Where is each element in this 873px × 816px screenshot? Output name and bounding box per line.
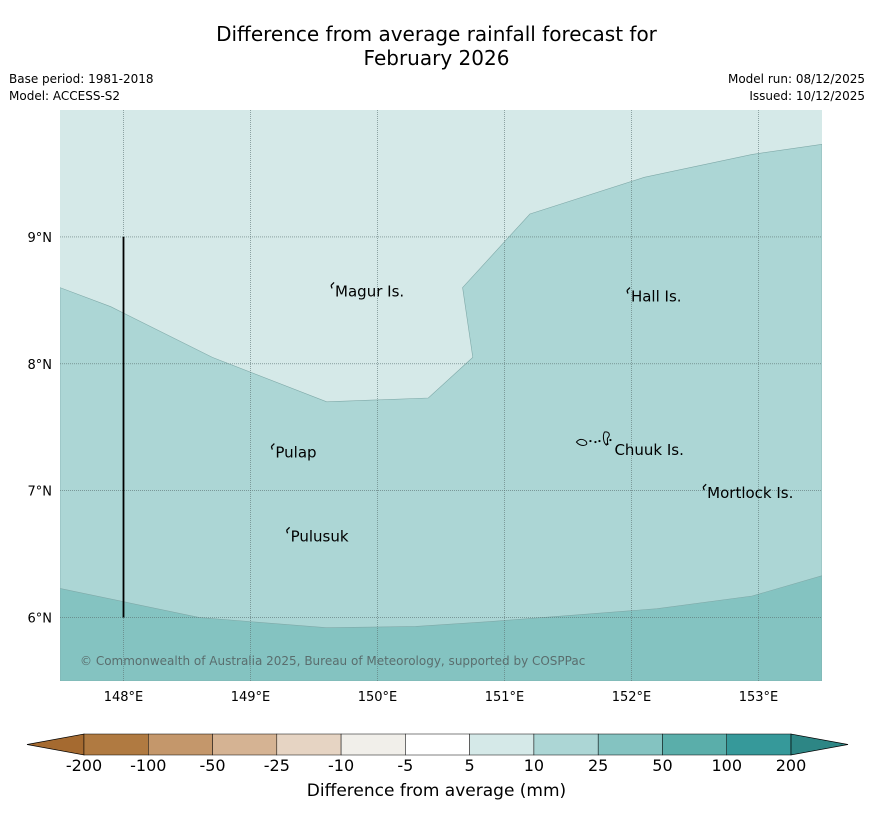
- graticule: [60, 110, 822, 681]
- colorbar-extend-low: [26, 733, 85, 756]
- colorbar-box: [469, 733, 535, 756]
- colorbar-tick-label: 10: [524, 756, 544, 775]
- axis-ticks: 148°E 149°E 150°E 151°E 152°E 153°E 9°N 8°N 7°N 6…: [28, 231, 779, 705]
- colorbar-tick-label: 5: [465, 756, 475, 775]
- island-label-mortlock-is: Mortlock Is.: [707, 484, 793, 502]
- colorbar-box: [276, 733, 342, 756]
- colorbar-box: [83, 733, 149, 756]
- colorbar-box: [597, 733, 663, 756]
- island-label-pulap: Pulap: [275, 444, 316, 462]
- island-shape: [330, 281, 335, 289]
- base-period-text: Base period: 1981-2018: [9, 72, 154, 86]
- colorbar: -200 -100 -50 -25 -10 -5 5 10 25 50 100 200: [26, 733, 849, 775]
- colorbar-tick-label: 200: [776, 756, 807, 775]
- colorbar-box: [662, 733, 727, 756]
- colorbar-box: [533, 733, 599, 756]
- title-line-1: Difference from average rainfall forecas…: [216, 22, 657, 46]
- colorbar-tick-label: 100: [711, 756, 742, 775]
- lon-tick-label: 152°E: [612, 690, 652, 705]
- island-shape: [270, 443, 275, 450]
- island-label-pulusuk: Pulusuk: [291, 527, 349, 545]
- colorbar-box: [212, 733, 278, 756]
- lon-tick-label: 150°E: [358, 690, 398, 705]
- lon-tick-label: 149°E: [231, 690, 271, 705]
- colorbar-extend-high: [790, 733, 849, 756]
- colorbar-tick-label: 25: [588, 756, 608, 775]
- model-run-text: Model run: 08/12/2025: [727, 72, 865, 86]
- colorbar-tick-label: -100: [130, 756, 166, 775]
- lon-tick-label: 151°E: [485, 690, 525, 705]
- colorbar-tick-label: -25: [264, 756, 290, 775]
- lat-tick-label: 8°N: [28, 358, 53, 373]
- colorbar-box: [340, 733, 406, 756]
- colorbar-box: [726, 733, 792, 756]
- lat-tick-label: 7°N: [28, 485, 53, 500]
- lat-tick-label: 9°N: [28, 231, 53, 246]
- island-label-magur-is: Magur Is.: [335, 282, 404, 300]
- copyright-text: © Commonwealth of Australia 2025, Bureau…: [80, 654, 585, 668]
- contour-layer: [60, 110, 822, 681]
- meta-right: Model run: 08/12/2025 Issued: 10/12/2025: [728, 71, 865, 105]
- island-shape: [285, 526, 291, 534]
- colorbar-tick-label: 50: [652, 756, 672, 775]
- lon-tick-label: 153°E: [739, 690, 779, 705]
- colorbar-tick-label: -50: [199, 756, 225, 775]
- model-text: Model: ACCESS-S2: [9, 89, 121, 103]
- island-label-hall-is: Hall Is.: [631, 288, 682, 306]
- issued-text: Issued: 10/12/2025: [749, 89, 865, 103]
- colorbar-box: [148, 733, 213, 756]
- lat-tick-label: 6°N: [28, 612, 53, 627]
- lon-tick-label: 148°E: [104, 690, 144, 705]
- colorbar-tick-label: -10: [328, 756, 354, 775]
- islands-layer: Magur Is. Hall Is. Pulap Chuuk Is. Mortlock …: [270, 281, 793, 545]
- meta-left: Base period: 1981-2018 Model: ACCESS-S2: [9, 71, 154, 105]
- island-label-chuuk-is: Chuuk Is.: [614, 441, 683, 459]
- chuuk-atoll-shape: [575, 431, 612, 446]
- chart-title: Difference from average rainfall forecas…: [0, 22, 873, 70]
- title-line-2: February 2026: [363, 46, 510, 70]
- colorbar-title: Difference from average (mm): [306, 781, 567, 801]
- island-shape: [702, 483, 707, 491]
- colorbar-box: [405, 733, 470, 756]
- colorbar-tick-label: -200: [66, 756, 102, 775]
- island-shape: [626, 287, 631, 294]
- colorbar-tick-label: -5: [397, 756, 413, 775]
